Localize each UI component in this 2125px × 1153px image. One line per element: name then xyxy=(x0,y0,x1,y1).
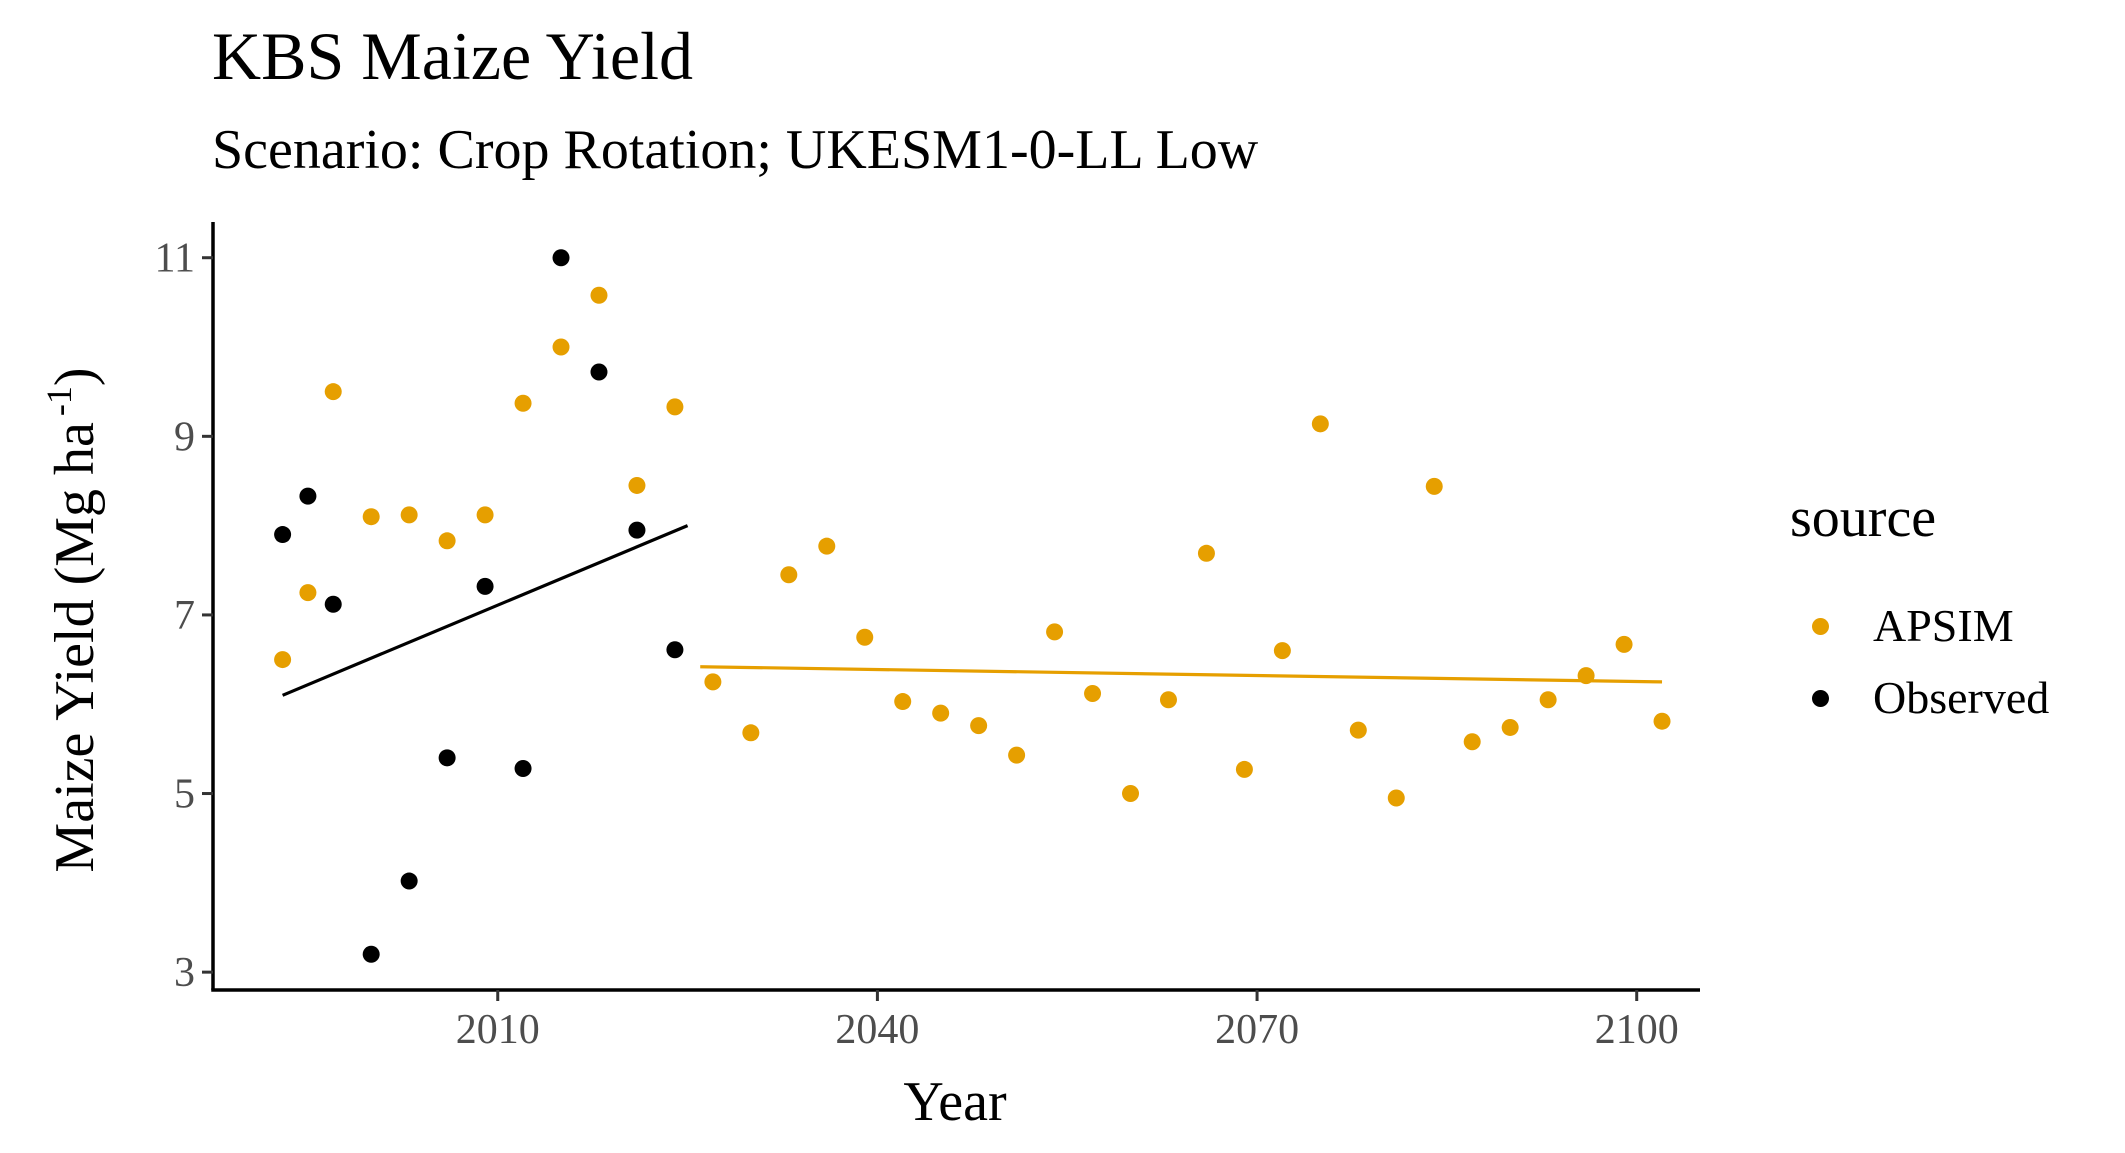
axes xyxy=(211,222,1700,992)
point-apsim xyxy=(1159,691,1177,709)
point-apsim xyxy=(1197,544,1215,562)
point-apsim xyxy=(628,476,646,494)
point-apsim xyxy=(1539,691,1557,709)
trend-line-apsim xyxy=(700,665,1663,684)
point-apsim xyxy=(476,506,494,524)
legend-title: source xyxy=(1790,487,1937,549)
point-apsim xyxy=(514,394,532,412)
point-apsim xyxy=(818,537,836,555)
point-observed xyxy=(324,595,342,613)
y-tick-label: 5 xyxy=(174,772,195,818)
point-apsim xyxy=(362,508,380,526)
point-apsim xyxy=(590,286,608,304)
trend-line-observed xyxy=(281,524,689,697)
y-axis-title-superscript: -1 xyxy=(39,386,79,416)
point-apsim xyxy=(1577,667,1595,685)
point-apsim xyxy=(1122,785,1140,803)
x-tick-label: 2070 xyxy=(1215,1007,1299,1053)
point-observed xyxy=(666,641,684,659)
point-apsim xyxy=(1273,642,1291,660)
legend-swatch-apsim xyxy=(1812,617,1829,635)
point-apsim xyxy=(1653,712,1671,730)
point-apsim xyxy=(1501,718,1519,736)
chart-subtitle: Scenario: Crop Rotation; UKESM1-0-LL Low xyxy=(212,119,1259,181)
point-observed xyxy=(438,749,456,767)
point-apsim xyxy=(274,651,292,669)
y-axis-title: Maize Yield (Mg ha -1) xyxy=(39,367,106,872)
point-observed xyxy=(514,760,532,778)
x-tick-label: 2010 xyxy=(456,1007,540,1053)
legend-item-observed: Observed xyxy=(1790,662,2049,734)
point-apsim xyxy=(970,717,988,735)
y-tick-label: 3 xyxy=(174,950,195,996)
point-apsim xyxy=(666,398,684,416)
point-apsim xyxy=(324,383,342,401)
point-apsim xyxy=(299,584,317,602)
point-apsim xyxy=(1084,685,1102,703)
legend: source APSIM Observed xyxy=(1790,490,2049,734)
point-apsim xyxy=(1387,789,1405,807)
point-apsim xyxy=(1311,415,1329,433)
y-axis-title-close: ) xyxy=(44,367,106,386)
point-apsim xyxy=(552,338,570,356)
y-tick-label: 11 xyxy=(155,236,195,282)
legend-swatch-observed xyxy=(1812,689,1829,707)
point-apsim xyxy=(932,704,950,722)
point-apsim xyxy=(894,693,912,711)
point-observed xyxy=(299,487,317,505)
trend-lines xyxy=(281,524,1663,697)
x-tick-label: 2040 xyxy=(835,1007,919,1053)
point-apsim xyxy=(780,566,798,584)
point-apsim xyxy=(1235,760,1253,778)
point-observed xyxy=(628,521,646,539)
point-observed xyxy=(274,526,292,544)
point-apsim xyxy=(1008,746,1026,764)
legend-label-observed: Observed xyxy=(1873,672,2050,723)
point-apsim xyxy=(742,724,760,742)
point-apsim xyxy=(856,628,874,646)
y-tick-label: 9 xyxy=(174,414,195,460)
point-observed xyxy=(400,872,418,890)
x-axis-title: Year xyxy=(903,1071,1007,1133)
y-axis-title-main: Maize Yield (Mg ha xyxy=(44,422,106,873)
point-apsim xyxy=(1349,721,1367,739)
chart-title: KBS Maize Yield xyxy=(212,18,693,94)
x-axis-ticks: 2010 2040 2070 2100 xyxy=(456,990,1679,1053)
point-apsim xyxy=(400,506,418,524)
y-tick-label: 7 xyxy=(174,593,195,639)
point-observed xyxy=(476,577,494,595)
point-apsim xyxy=(1046,623,1064,641)
point-apsim xyxy=(1615,635,1633,653)
point-observed xyxy=(362,945,380,963)
point-apsim xyxy=(704,673,722,691)
point-observed xyxy=(590,363,608,381)
legend-label-apsim: APSIM xyxy=(1873,600,2014,651)
y-axis-ticks: 3 5 7 9 11 xyxy=(155,236,213,996)
point-apsim xyxy=(1425,477,1443,495)
point-observed xyxy=(552,249,570,267)
data-points xyxy=(274,249,1671,963)
point-apsim xyxy=(1463,733,1481,751)
legend-item-apsim: APSIM xyxy=(1790,590,2049,662)
point-apsim xyxy=(438,532,456,550)
x-tick-label: 2100 xyxy=(1595,1007,1679,1053)
